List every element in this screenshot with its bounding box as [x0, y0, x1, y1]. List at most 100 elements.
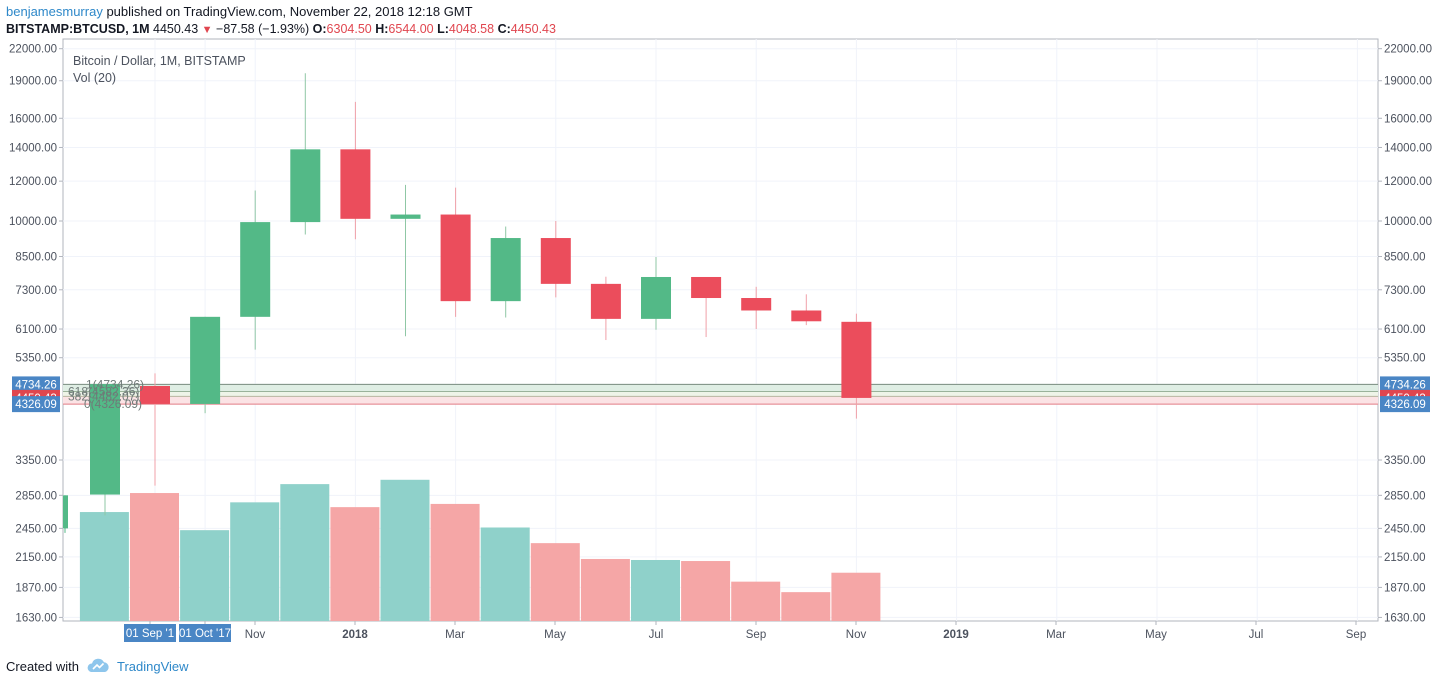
y-tick-label-right: 12000.00 — [1384, 176, 1432, 188]
x-tick-label: 01 Oct '17 — [179, 628, 231, 640]
candle-body — [691, 276, 722, 299]
y-tick-label-left: 2850.00 — [15, 490, 57, 502]
date-range-tag — [179, 624, 231, 642]
fib-label: 1(4734.26) — [86, 377, 144, 391]
price-tag-right — [1380, 396, 1430, 413]
y-tick-label-left: 14000.00 — [9, 142, 57, 154]
y-tick-label-right: 2450.00 — [1384, 523, 1426, 535]
y-tick-label-right: 10000.00 — [1384, 216, 1432, 228]
y-tick-label-left: 1630.00 — [15, 612, 57, 624]
fib-zone-middle — [63, 391, 1378, 397]
fib-zone-upper — [63, 384, 1378, 392]
price-tag-right — [1380, 376, 1430, 393]
x-tick-label: May — [1145, 629, 1167, 641]
y-tick-label-left: 3350.00 — [15, 455, 57, 467]
volume-bar — [831, 572, 881, 621]
x-tick-label: May — [544, 629, 566, 641]
ohlc-line: BITSTAMP:BTCUSD, 1M 4450.43 ▼ −87.58 (−1… — [6, 22, 556, 36]
x-tick-label: Sep — [1346, 629, 1366, 641]
y-tick-label-left: 2150.00 — [15, 552, 57, 564]
down-triangle-icon: ▼ — [201, 24, 213, 36]
y-tick-label-right: 2850.00 — [1384, 490, 1426, 502]
volume-bar — [330, 507, 380, 621]
y-tick-label-right: 14000.00 — [1384, 142, 1432, 154]
y-tick-label-right: 3350.00 — [1384, 455, 1426, 467]
volume-bar — [781, 592, 831, 621]
x-tick-label: 2019 — [943, 629, 969, 641]
y-tick-label-left: 22000.00 — [9, 44, 57, 56]
price-tag-left — [12, 376, 60, 393]
y-tick-label-left: 8500.00 — [15, 252, 57, 264]
x-tick-label: Jul — [649, 629, 664, 641]
x-tick-label: 2018 — [342, 629, 368, 641]
fib-label: 0(4326.09) — [84, 397, 142, 411]
volume-bar — [230, 502, 280, 621]
high-label: H: — [375, 22, 389, 36]
volume-bar — [380, 479, 430, 621]
y-tick-label-right: 19000.00 — [1384, 76, 1432, 88]
fib-label: 618(4582.36) — [68, 385, 139, 399]
volume-bar — [731, 581, 781, 621]
low-label: L: — [437, 22, 449, 36]
created-with-text: Created with — [6, 658, 79, 674]
x-tick-label: Jul — [1249, 629, 1264, 641]
volume-bar — [480, 527, 530, 621]
y-tick-label-left: 6100.00 — [15, 324, 57, 336]
x-tick-label: Mar — [445, 629, 465, 641]
candle-body — [90, 384, 120, 495]
volume-bar — [580, 558, 630, 621]
x-tick-label: Nov — [846, 629, 867, 641]
tradingview-link[interactable]: TradingView — [116, 658, 189, 674]
candle-body — [440, 214, 471, 302]
published-text: published on TradingView.com, November 2… — [102, 4, 473, 19]
tradingview-cloud-icon — [87, 658, 109, 672]
y-tick-label-left: 10000.00 — [9, 216, 57, 228]
y-tick-label-left: 2450.00 — [15, 523, 57, 535]
price-tag-left — [12, 396, 60, 413]
close-label: C: — [497, 22, 511, 36]
y-tick-label-right: 1630.00 — [1384, 612, 1426, 624]
open-label: O: — [312, 22, 327, 36]
candle-body — [190, 316, 221, 404]
footer: Created with TradingView — [6, 658, 189, 674]
candle-body — [641, 276, 671, 319]
y-tick-label-left: 7300.00 — [15, 285, 57, 297]
x-tick-label: Nov — [245, 629, 266, 641]
y-tick-label-right: 6100.00 — [1384, 324, 1426, 336]
candle-body — [140, 386, 170, 404]
y-tick-label-left: 16000.00 — [9, 113, 57, 125]
candle-body — [540, 238, 571, 284]
y-tick-label-right: 7300.00 — [1384, 285, 1426, 297]
volume-bar — [631, 559, 680, 621]
y-tick-label-left: 19000.00 — [9, 76, 57, 88]
candle-body — [741, 298, 772, 311]
open-value: 6304.50 — [326, 22, 372, 36]
symbol-label: BITSTAMP:BTCUSD, 1M — [6, 22, 150, 36]
candle-body — [841, 321, 872, 398]
volume-bar — [180, 530, 230, 621]
y-tick-label-right: 1870.00 — [1384, 582, 1426, 594]
candle-body — [791, 310, 822, 322]
fib-label: 382(4482.07) — [68, 389, 139, 403]
volume-bar — [681, 561, 731, 621]
y-tick-label-right: 22000.00 — [1384, 44, 1432, 56]
y-tick-label-left: 5350.00 — [15, 353, 57, 365]
last-price: 4450.43 — [153, 22, 199, 36]
volume-bar — [280, 484, 330, 621]
candle-body — [390, 214, 421, 219]
volume-bar — [530, 543, 580, 621]
candle-body — [290, 149, 321, 223]
volume-bar — [130, 493, 179, 621]
chart-legend-indicator: Vol (20) — [73, 71, 116, 85]
candle-body — [63, 495, 68, 529]
y-tick-label-right: 5350.00 — [1384, 353, 1426, 365]
y-tick-label-left: 12000.00 — [9, 176, 57, 188]
author-link[interactable]: benjamesmurray — [6, 4, 103, 19]
chart-legend-title: Bitcoin / Dollar, 1M, BITSTAMP — [73, 54, 246, 68]
x-tick-label: Mar — [1046, 629, 1066, 641]
date-range-tag — [124, 624, 176, 642]
y-tick-label-right: 8500.00 — [1384, 252, 1426, 264]
y-tick-label-right: 2150.00 — [1384, 552, 1426, 564]
change-value: −87.58 (−1.93%) — [216, 22, 310, 36]
